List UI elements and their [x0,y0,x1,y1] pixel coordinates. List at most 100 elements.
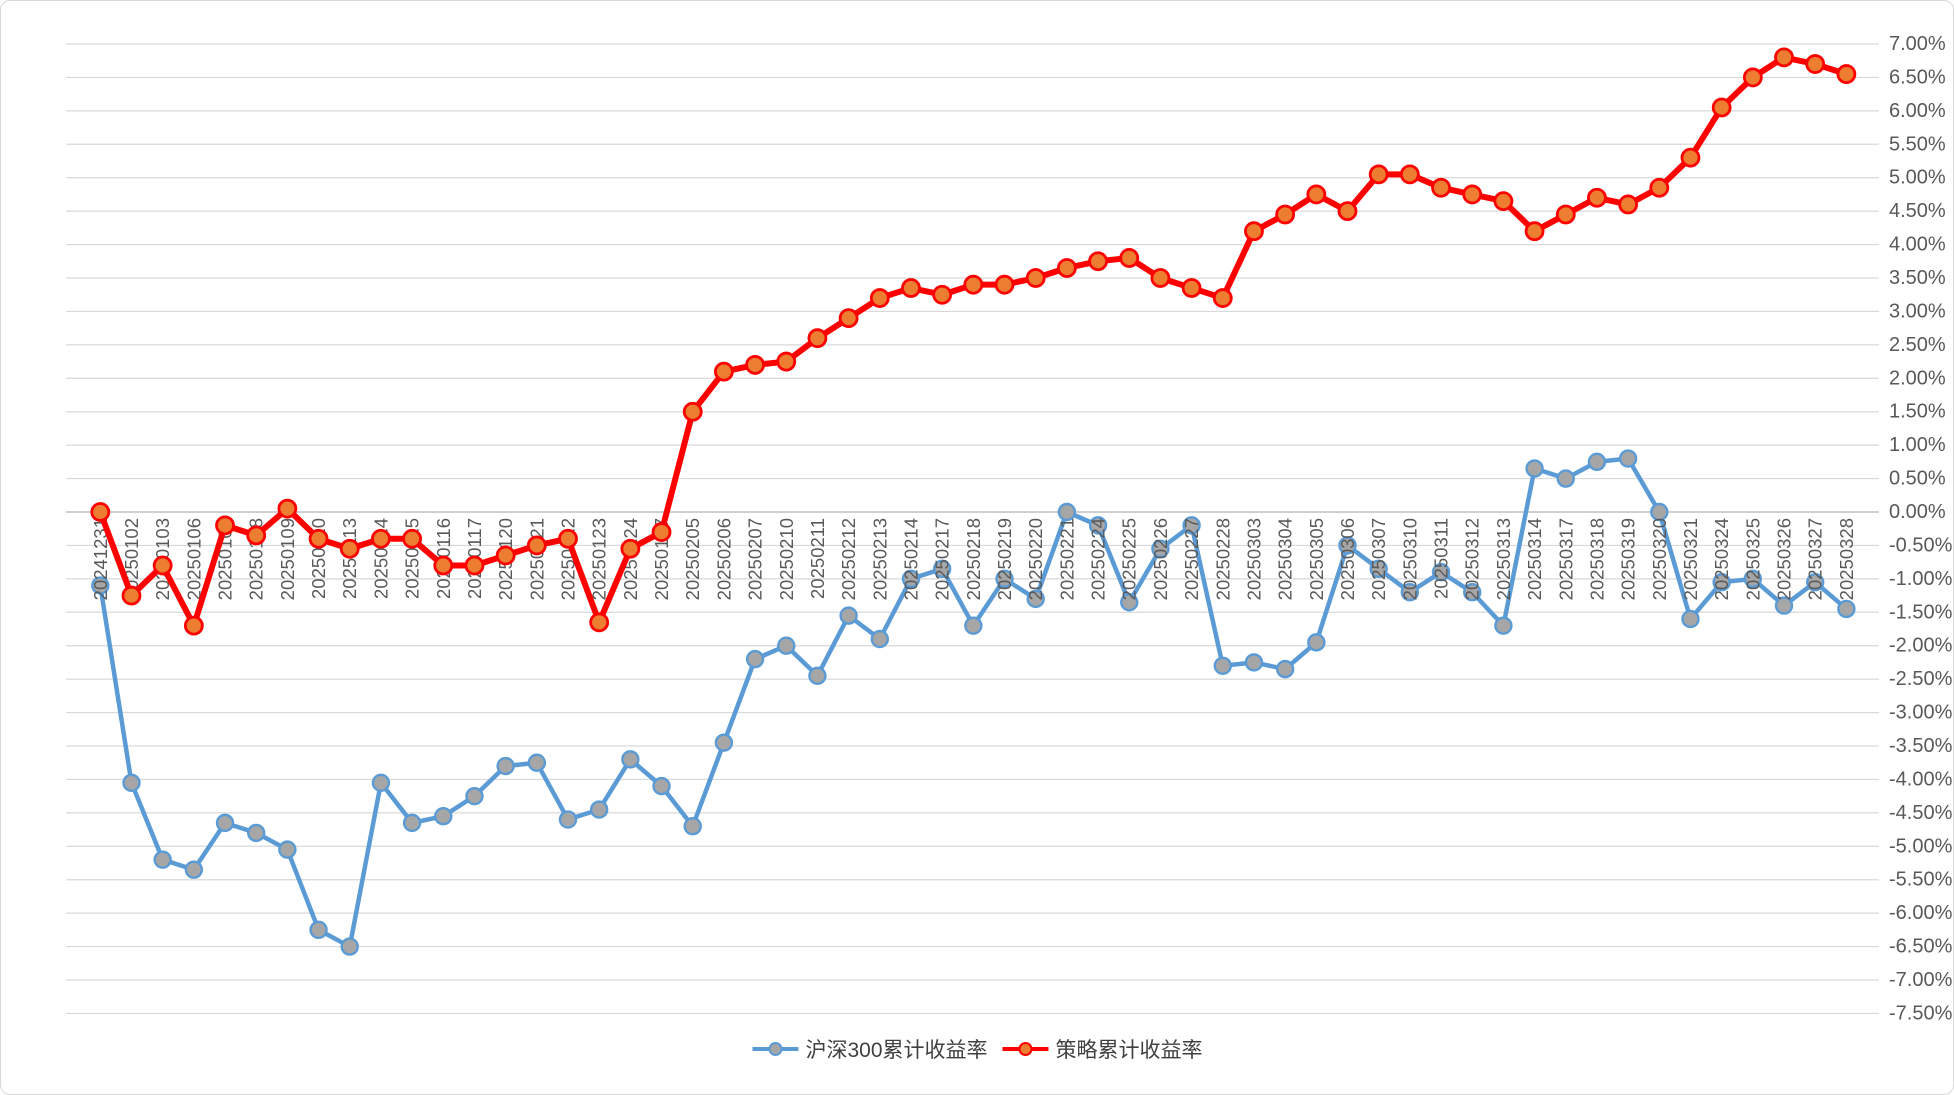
legend-marker-strategy [1018,1042,1033,1056]
legend-swatch-csi300-icon [752,1042,799,1056]
data-marker-csi300 [1431,562,1451,582]
data-marker-csi300 [1650,502,1669,522]
data-marker-strategy [1337,201,1358,222]
legend-label-strategy: 策略累计收益率 [1055,1039,1203,1062]
data-marker-strategy [90,502,111,522]
legend-item-csi300[interactable]: 沪深300累计收益率 [751,1034,988,1064]
y-axis-label: -7.50% [1889,1002,1953,1024]
data-marker-strategy [1119,248,1140,268]
data-marker-strategy [152,555,173,576]
data-marker-csi300 [901,569,921,589]
data-marker-csi300 [995,569,1014,589]
data-marker-csi300 [1805,572,1825,592]
data-marker-csi300 [683,817,702,836]
x-axis-label: 20250321 [1680,518,1701,600]
y-axis-label: -4.00% [1889,768,1953,790]
x-axis-label: 20250313 [1493,518,1514,600]
data-marker-csi300 [1556,469,1575,488]
x-axis-label: 20250310 [1399,518,1420,600]
gridlines [66,43,1879,1015]
y-axis-label: 2.50% [1889,334,1946,356]
x-axis-label: 20250121 [526,518,547,600]
y-axis-label: -4.50% [1889,802,1953,824]
x-axis-label: 20250225 [1119,518,1140,600]
data-marker-csi300 [1244,653,1264,672]
data-marker-strategy [1025,268,1046,288]
data-marker-strategy [838,308,859,329]
y-axis-label: -1.50% [1889,601,1953,623]
x-axis-label: 20250325 [1742,518,1763,600]
x-axis-label: 20250327 [1805,518,1826,600]
x-axis-label: 20250317 [1555,518,1576,600]
data-marker-strategy [1680,147,1701,168]
data-marker-strategy [620,538,641,559]
data-marker-csi300 [1182,516,1201,535]
data-marker-csi300 [621,750,640,769]
data-marker-csi300 [1213,656,1232,675]
data-marker-strategy [1805,54,1826,74]
data-marker-strategy [371,528,391,549]
legend-swatch-strategy-icon [1002,1042,1049,1056]
data-marker-csi300 [1494,616,1513,635]
data-marker-strategy [495,545,516,566]
legend-marker-csi300 [768,1042,783,1056]
y-axis-label: -6.50% [1889,936,1953,958]
x-axis-label: 20250326 [1774,518,1795,600]
x-axis-label: 20250206 [713,518,734,600]
data-marker-strategy [1056,258,1077,278]
x-axis-label: 20250328 [1836,518,1857,600]
y-axis-label: -7.00% [1889,969,1953,991]
data-marker-strategy [1493,191,1514,212]
data-marker-strategy [1711,97,1732,118]
x-axis-label: 20250109 [277,518,298,600]
x-axis-label: 20250226 [1150,518,1171,600]
data-marker-strategy [121,585,142,606]
data-marker-csi300 [246,823,266,843]
data-marker-strategy [901,278,921,298]
series-strategy [90,47,1857,636]
data-marker-csi300 [1151,539,1170,558]
data-marker-csi300 [558,810,578,829]
x-axis-label: 20250311 [1431,518,1452,599]
data-marker-strategy [246,525,267,546]
y-axis-label: 5.00% [1889,167,1946,189]
y-axis-label: -2.50% [1889,668,1953,690]
data-marker-strategy [433,555,454,576]
data-marker-strategy [1150,268,1171,288]
x-axis-label: 20250106 [183,518,204,600]
data-marker-strategy [714,361,734,382]
legend-label-csi300: 沪深300累计收益率 [805,1039,988,1062]
data-marker-csi300 [652,776,671,796]
data-marker-strategy [1244,221,1264,242]
data-marker-strategy [1088,251,1108,272]
y-axis-label: 6.00% [1889,100,1946,122]
x-axis-label: 20250227 [1181,518,1202,600]
y-axis-label: -3.00% [1889,702,1953,724]
series-csi300 [91,449,1856,956]
x-axis-label: 20250217 [932,518,953,600]
data-marker-csi300 [1712,572,1731,592]
data-marker-csi300 [1743,569,1763,589]
data-marker-strategy [1618,194,1639,215]
y-axis-label: 7.00% [1889,33,1946,55]
x-axis-label: 20250123 [589,518,610,600]
x-axis-label: 20250205 [682,518,703,600]
x-axis-label: 20250207 [745,518,766,600]
data-marker-csi300 [1088,516,1108,535]
legend-item-strategy[interactable]: 策略累计收益率 [1002,1034,1203,1064]
x-axis-label: 20250320 [1649,518,1670,600]
data-marker-csi300 [1587,452,1607,472]
chart-legend: 沪深300累计收益率 策略累计收益率 [751,1034,1203,1064]
data-marker-strategy [183,615,204,636]
data-marker-csi300 [340,937,359,956]
y-axis-label: 4.00% [1889,234,1946,256]
data-marker-strategy [1306,184,1327,205]
data-marker-strategy [651,522,672,542]
x-axis-label: 20250219 [994,518,1015,600]
data-marker-strategy [1649,177,1670,198]
data-marker-strategy [745,355,765,375]
data-marker-csi300 [932,559,952,579]
data-marker-strategy [526,535,547,556]
x-axis-label: 20250314 [1524,518,1545,600]
